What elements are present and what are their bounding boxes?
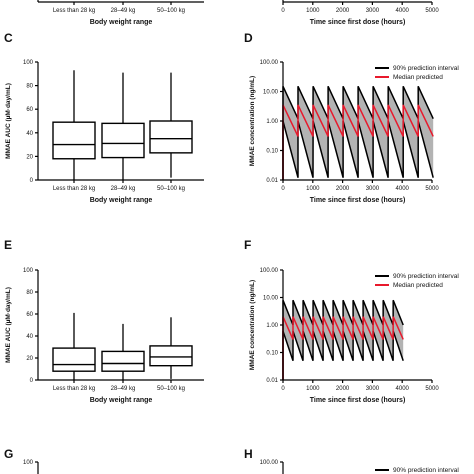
panel-f-x-tick-label: 3000 — [366, 386, 380, 392]
panel-f-lower-interval-line — [282, 330, 404, 380]
panel-d-median-line — [282, 104, 434, 180]
panel-e-box — [149, 345, 193, 367]
panel-d-y-tick-label: 100.00 — [260, 60, 279, 66]
panel-f-legend-median-label: Median predicted — [393, 282, 443, 289]
panel-c-box — [149, 120, 193, 154]
panel-d-x-tick-label: 2000 — [336, 186, 350, 192]
panel-f-legend-interval-label: 90% prediction interval — [393, 273, 459, 280]
panel-e-letter: E — [4, 238, 12, 252]
panel-d-x-tick-label: 5000 — [425, 186, 439, 192]
panel-f-median-line — [282, 316, 404, 380]
panel-d-y-tick-label: 0.01 — [266, 178, 278, 184]
panel-e-y-tick-label: 100 — [23, 268, 34, 274]
panel-h-y-tick-label: 100.00 — [260, 460, 279, 466]
panel-d-y-tick-label: 1.00 — [266, 119, 278, 125]
panel-c-y-tick-label: 40 — [26, 131, 33, 137]
panel-e-y-tick-label: 40 — [26, 334, 33, 340]
panel-d-x-tick-label: 0 — [281, 186, 285, 192]
panel-d-x-tick-label: 1000 — [306, 186, 320, 192]
panel-e-y-tick-label: 20 — [26, 356, 33, 362]
panel-e-box — [101, 350, 145, 372]
panel-f-x-tick-label: 0 — [281, 386, 285, 392]
panel-d-legend-median-label: Median predicted — [393, 74, 443, 81]
panel-e-x-tick-label: 28–49 kg — [111, 386, 136, 392]
panel-f-x-tick-label: 1000 — [306, 386, 320, 392]
panel-b-x-tick-label: 2000 — [336, 8, 350, 14]
panel-h-legend-interval-label: 90% prediction interval — [393, 467, 459, 474]
panel-c-y-tick-label: 100 — [23, 60, 34, 66]
panel-f-y-tick-label: 100.00 — [260, 268, 279, 274]
panel-c-y-tick-label: 80 — [26, 84, 33, 90]
panel-d-x-axis-title: Time since first dose (hours) — [310, 197, 406, 204]
panel-e-y-tick-label: 60 — [26, 312, 33, 318]
panel-b-x-tick-label: 3000 — [366, 8, 380, 14]
panel-d-x-tick-label: 3000 — [366, 186, 380, 192]
panel-d-legend-interval-label: 90% prediction interval — [393, 65, 459, 72]
panel-c-x-tick-label: Less than 28 kg — [53, 186, 95, 192]
panel-c-x-axis-title: Body weight range — [90, 197, 153, 204]
panel-c-y-axis-title: MMAE AUC (µM·day/mL) — [5, 83, 12, 159]
panel-h-letter: H — [244, 447, 253, 461]
panel-c-y-tick-label: 0 — [30, 178, 34, 184]
panel-a-x-axis-title: Body weight range — [90, 19, 153, 26]
panel-g-y-tick-label: 100 — [23, 460, 34, 466]
panel-f-letter: F — [244, 238, 251, 252]
panel-c-y-tick-label: 60 — [26, 107, 33, 113]
panel-d-y-tick-label: 0.10 — [266, 149, 278, 155]
panel-e-y-tick-label: 80 — [26, 290, 33, 296]
panel-d-x-tick-label: 4000 — [396, 186, 410, 192]
panel-a-x-tick-label: 50–100 kg — [157, 8, 185, 14]
panel-e-x-axis-title: Body weight range — [90, 397, 153, 404]
panel-f-x-tick-label: 4000 — [396, 386, 410, 392]
panel-e-y-tick-label: 0 — [30, 378, 34, 384]
panel-b-x-axis-title: Time since first dose (hours) — [310, 19, 406, 26]
panel-c-letter: C — [4, 31, 13, 45]
panel-c-box — [52, 121, 96, 160]
panel-d-lower-interval-line — [282, 120, 434, 180]
panel-f-x-axis-title: Time since first dose (hours) — [310, 397, 406, 404]
panel-e-x-tick-label: Less than 28 kg — [53, 386, 95, 392]
panel-c-y-tick-label: 20 — [26, 154, 33, 160]
panel-c-box — [101, 122, 145, 159]
panel-e-y-axis-title: MMAE AUC (µM·day/mL) — [5, 287, 12, 363]
panel-g-letter: G — [4, 447, 13, 461]
panel-f-x-tick-label: 2000 — [336, 386, 350, 392]
panel-d-y-axis-title: MMAE concentration (ng/mL) — [249, 76, 256, 166]
panel-c-x-tick-label: 50–100 kg — [157, 186, 185, 192]
panel-d-y-tick-label: 10.00 — [263, 90, 279, 96]
panel-a-x-tick-label: Less than 28 kg — [53, 8, 95, 14]
panel-b-x-tick-label: 1000 — [306, 8, 320, 14]
panel-e-box — [52, 347, 96, 372]
panel-b-x-tick-label: 5000 — [425, 8, 439, 14]
panel-f-y-tick-label: 0.01 — [266, 378, 278, 384]
panel-d-letter: D — [244, 31, 253, 45]
panel-e-x-tick-label: 50–100 kg — [157, 386, 185, 392]
panel-f-y-axis-title: MMAE concentration (ng/mL) — [249, 280, 256, 370]
panel-b-x-tick-label: 0 — [281, 8, 285, 14]
panel-f-y-tick-label: 1.00 — [266, 323, 278, 329]
panel-b-x-tick-label: 4000 — [396, 8, 410, 14]
panel-f-x-tick-label: 5000 — [425, 386, 439, 392]
panel-c-x-tick-label: 28–49 kg — [111, 186, 136, 192]
panel-f-y-tick-label: 10.00 — [263, 296, 279, 302]
panel-a-x-tick-label: 28–49 kg — [111, 8, 136, 14]
panel-f-y-tick-label: 0.10 — [266, 351, 278, 357]
